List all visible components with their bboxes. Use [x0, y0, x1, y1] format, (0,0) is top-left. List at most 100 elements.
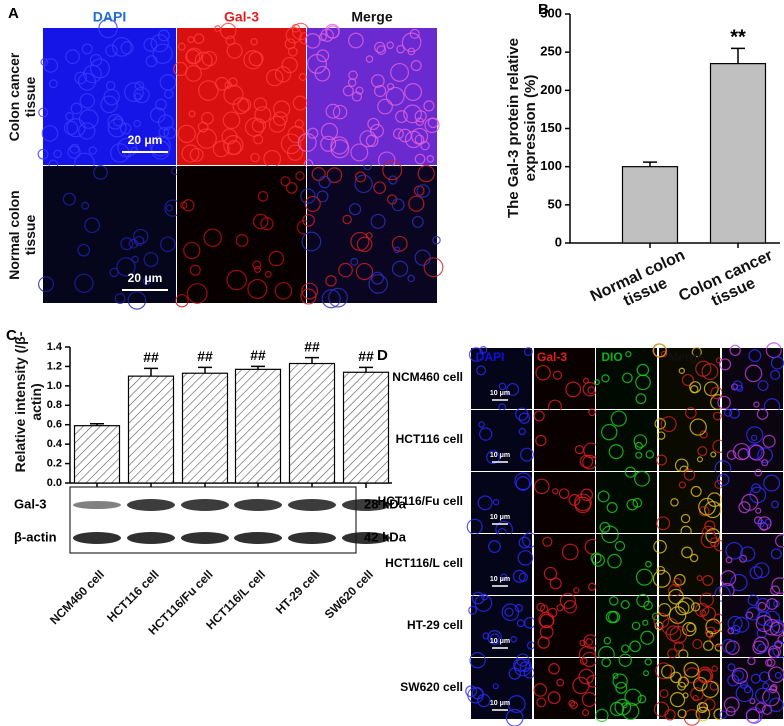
cell-texture — [724, 408, 733, 417]
cell-texture — [356, 236, 373, 253]
cell-texture — [62, 192, 76, 206]
cell-texture — [307, 127, 319, 139]
micrograph — [659, 472, 720, 533]
cell-texture — [476, 365, 487, 376]
cell-texture — [301, 282, 319, 300]
cell-texture — [391, 198, 405, 212]
cell-texture — [41, 125, 59, 142]
cell-texture — [719, 358, 732, 371]
cell-texture — [670, 498, 679, 507]
cell-texture — [88, 146, 97, 155]
cell-texture — [408, 195, 425, 212]
cell-texture — [582, 377, 590, 384]
cell-texture — [640, 630, 655, 645]
cell-texture — [735, 684, 754, 703]
cell-texture — [705, 618, 722, 635]
cell-texture — [656, 565, 666, 575]
cell-texture — [746, 443, 763, 460]
y-tick-label: 0.8 — [47, 399, 62, 411]
cell-texture — [298, 73, 307, 81]
cell-texture — [585, 638, 594, 646]
cell-texture — [388, 175, 398, 185]
cell-texture — [635, 451, 643, 459]
cell-texture — [112, 37, 132, 57]
cell-texture — [757, 380, 769, 392]
cell-texture — [391, 260, 409, 277]
cell-texture — [574, 493, 592, 512]
cell-texture — [359, 130, 377, 148]
cell-texture — [396, 44, 405, 54]
cell-texture — [699, 592, 714, 608]
cell-texture — [582, 709, 590, 717]
cell-texture — [482, 632, 490, 640]
cell-texture — [274, 282, 293, 300]
cell-texture — [692, 638, 703, 650]
cell-texture — [674, 458, 689, 473]
cell-texture — [603, 636, 612, 645]
error-bar — [198, 366, 212, 374]
cell-texture — [498, 382, 507, 391]
cell-texture — [316, 49, 330, 63]
error-bar — [90, 422, 104, 426]
cell-texture — [226, 140, 242, 155]
cell-texture — [347, 78, 357, 87]
cell-texture — [725, 706, 736, 717]
annotation: ## — [197, 348, 213, 364]
scale-label: 10 μm — [490, 576, 510, 583]
cell-texture — [536, 602, 546, 612]
cell-texture — [635, 393, 647, 405]
cell-texture — [376, 45, 387, 55]
cell-texture — [501, 603, 520, 622]
cell-texture — [295, 171, 305, 181]
cell-texture — [320, 28, 334, 43]
cell-texture — [152, 43, 173, 64]
cell-texture — [731, 667, 749, 685]
cell-texture — [741, 493, 759, 511]
row-label: HCT116/L cell — [385, 556, 463, 570]
cell-texture — [78, 72, 96, 91]
cell-texture — [81, 201, 90, 210]
cell-texture — [119, 122, 132, 135]
cell-texture — [770, 548, 782, 560]
cell-texture — [427, 117, 439, 129]
cell-texture — [770, 369, 781, 381]
cell-texture — [684, 667, 701, 684]
cell-texture — [629, 640, 641, 653]
bar — [234, 368, 282, 484]
cell-texture — [226, 42, 243, 59]
cell-texture — [681, 373, 694, 387]
column-header: Gal-3 — [224, 9, 259, 25]
column-header: DAPI — [93, 9, 126, 25]
cell-texture — [762, 434, 776, 448]
cell-texture — [84, 217, 100, 234]
cell-texture — [201, 50, 218, 67]
cell-texture — [143, 37, 158, 52]
cell-texture — [181, 144, 200, 163]
cell-texture — [548, 663, 560, 675]
cell-texture — [748, 349, 762, 363]
cell-texture — [70, 102, 83, 115]
cell-texture — [487, 630, 502, 645]
cell-texture — [500, 573, 508, 581]
y-tick-label: 100 — [540, 158, 562, 173]
cell-texture — [561, 543, 579, 561]
cell-texture — [89, 53, 103, 67]
cell-texture — [248, 51, 264, 67]
cell-texture — [599, 521, 611, 533]
cell-texture — [404, 83, 423, 101]
cell-texture — [268, 115, 286, 133]
cell-texture — [733, 616, 750, 633]
cell-texture — [739, 554, 748, 563]
cell-texture — [652, 343, 667, 358]
cell-texture — [573, 587, 580, 594]
bar — [288, 362, 336, 484]
cell-texture — [186, 283, 208, 304]
panel-label: A — [8, 5, 19, 22]
cell-texture — [520, 447, 534, 462]
cell-texture — [626, 498, 639, 511]
annotation: ** — [730, 27, 746, 49]
cell-texture — [225, 35, 236, 46]
cell-texture — [755, 507, 762, 514]
cell-texture — [316, 190, 329, 203]
